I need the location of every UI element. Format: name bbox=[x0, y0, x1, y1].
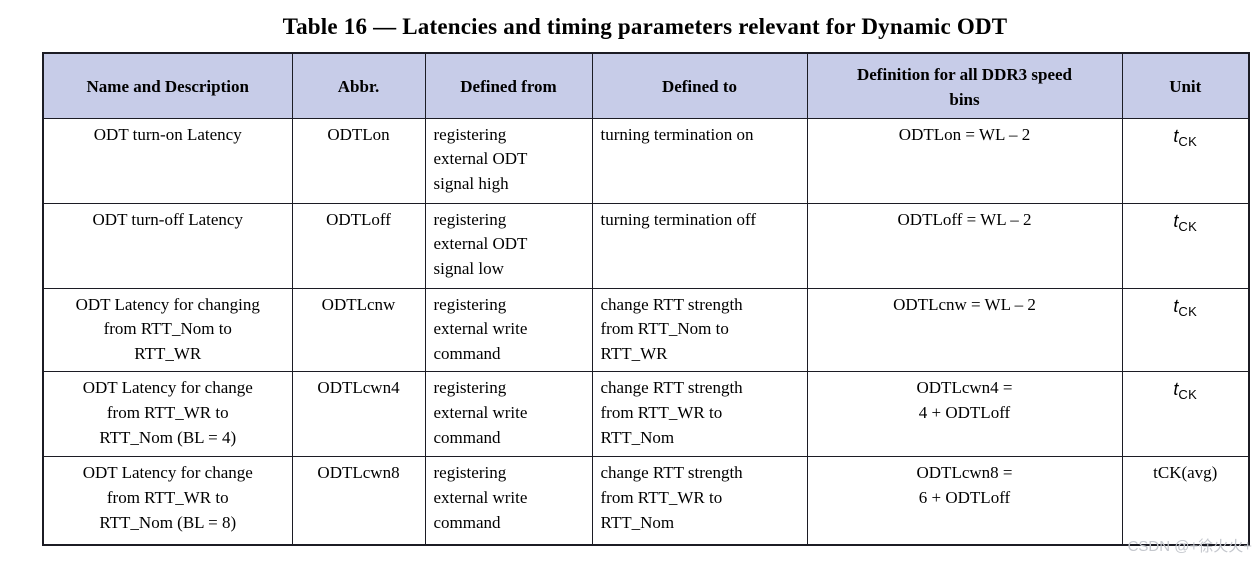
cell-definition: ODTLoff = WL – 2 bbox=[806, 202, 1123, 289]
unit-subscript: CK bbox=[1178, 133, 1198, 149]
cell-name: ODT Latency for changing from RTT_Nom to… bbox=[42, 287, 293, 373]
unit-symbol: t bbox=[1173, 125, 1179, 146]
unit-subscript: CK bbox=[1178, 218, 1198, 234]
unit-subscript: CK bbox=[1178, 303, 1198, 319]
cell-defined-from: registering external ODT signal low bbox=[424, 202, 593, 289]
header-unit: Unit bbox=[1121, 52, 1250, 119]
header-defined-to: Defined to bbox=[591, 52, 808, 119]
cell-unit: tCK bbox=[1121, 371, 1250, 458]
cell-definition: ODTLon = WL – 2 bbox=[806, 117, 1123, 204]
csdn-watermark: CSDN @+徐火火+ bbox=[1127, 538, 1252, 555]
cell-defined-to: change RTT strength from RTT_Nom to RTT_… bbox=[591, 287, 808, 373]
cell-defined-from: registering external write command bbox=[424, 371, 593, 458]
cell-definition: ODTLcwn8 = 6 + ODTLoff bbox=[806, 456, 1123, 546]
cell-unit: tCK bbox=[1121, 202, 1250, 289]
cell-unit: tCK bbox=[1121, 287, 1250, 373]
unit-subscript: CK bbox=[1178, 387, 1198, 403]
cell-definition: ODTLcwn4 = 4 + ODTLoff bbox=[806, 371, 1123, 458]
unit-symbol: t bbox=[1173, 379, 1179, 400]
cell-defined-from: registering external write command bbox=[424, 456, 593, 546]
cell-defined-to: change RTT strength from RTT_WR to RTT_N… bbox=[591, 456, 808, 546]
cell-definition: ODTLcnw = WL – 2 bbox=[806, 287, 1123, 373]
cell-name: ODT Latency for change from RTT_WR to RT… bbox=[42, 371, 293, 458]
cell-abbr: ODTLcwn4 bbox=[291, 371, 426, 458]
unit-symbol: t bbox=[1173, 210, 1179, 231]
header-abbr: Abbr. bbox=[291, 52, 426, 119]
cell-defined-from: registering external write command bbox=[424, 287, 593, 373]
unit-symbol: tCK(avg) bbox=[1153, 463, 1218, 483]
cell-name: ODT turn-off Latency bbox=[42, 202, 293, 289]
cell-defined-to: turning termination on bbox=[591, 117, 808, 204]
cell-abbr: ODTLcnw bbox=[291, 287, 426, 373]
header-defined-from: Defined from bbox=[424, 52, 593, 119]
cell-defined-to: turning termination off bbox=[591, 202, 808, 289]
cell-unit: tCK(avg) bbox=[1121, 456, 1250, 546]
cell-abbr: ODTLoff bbox=[291, 202, 426, 289]
cell-defined-from: registering external ODT signal high bbox=[424, 117, 593, 204]
table-row-odtlcwn4: ODT Latency for change from RTT_WR to RT… bbox=[42, 371, 1250, 458]
cell-name: ODT Latency for change from RTT_WR to RT… bbox=[42, 456, 293, 546]
table-title: Table 16 — Latencies and timing paramete… bbox=[282, 14, 1008, 39]
cell-name: ODT turn-on Latency bbox=[42, 117, 293, 204]
table-row-odtlon: ODT turn-on Latency ODTLon registering e… bbox=[42, 117, 1250, 204]
table-row-odtlcnw: ODT Latency for changing from RTT_Nom to… bbox=[42, 287, 1250, 373]
cell-abbr: ODTLcwn8 bbox=[291, 456, 426, 546]
table-row-odtloff: ODT turn-off Latency ODTLoff registering… bbox=[42, 202, 1250, 289]
header-name-and-description: Name and Description bbox=[42, 52, 293, 119]
cell-defined-to: change RTT strength from RTT_WR to RTT_N… bbox=[591, 371, 808, 458]
cell-unit: tCK bbox=[1121, 117, 1250, 204]
table-header-row: Name and Description Abbr. Defined from … bbox=[42, 52, 1250, 119]
unit-symbol: t bbox=[1173, 295, 1179, 316]
header-definition: Definition for all DDR3 speed bins bbox=[806, 52, 1123, 119]
latency-parameters-table: Name and Description Abbr. Defined from … bbox=[42, 52, 1250, 546]
table-row-odtlcwn8: ODT Latency for change from RTT_WR to RT… bbox=[42, 456, 1250, 546]
cell-abbr: ODTLon bbox=[291, 117, 426, 204]
